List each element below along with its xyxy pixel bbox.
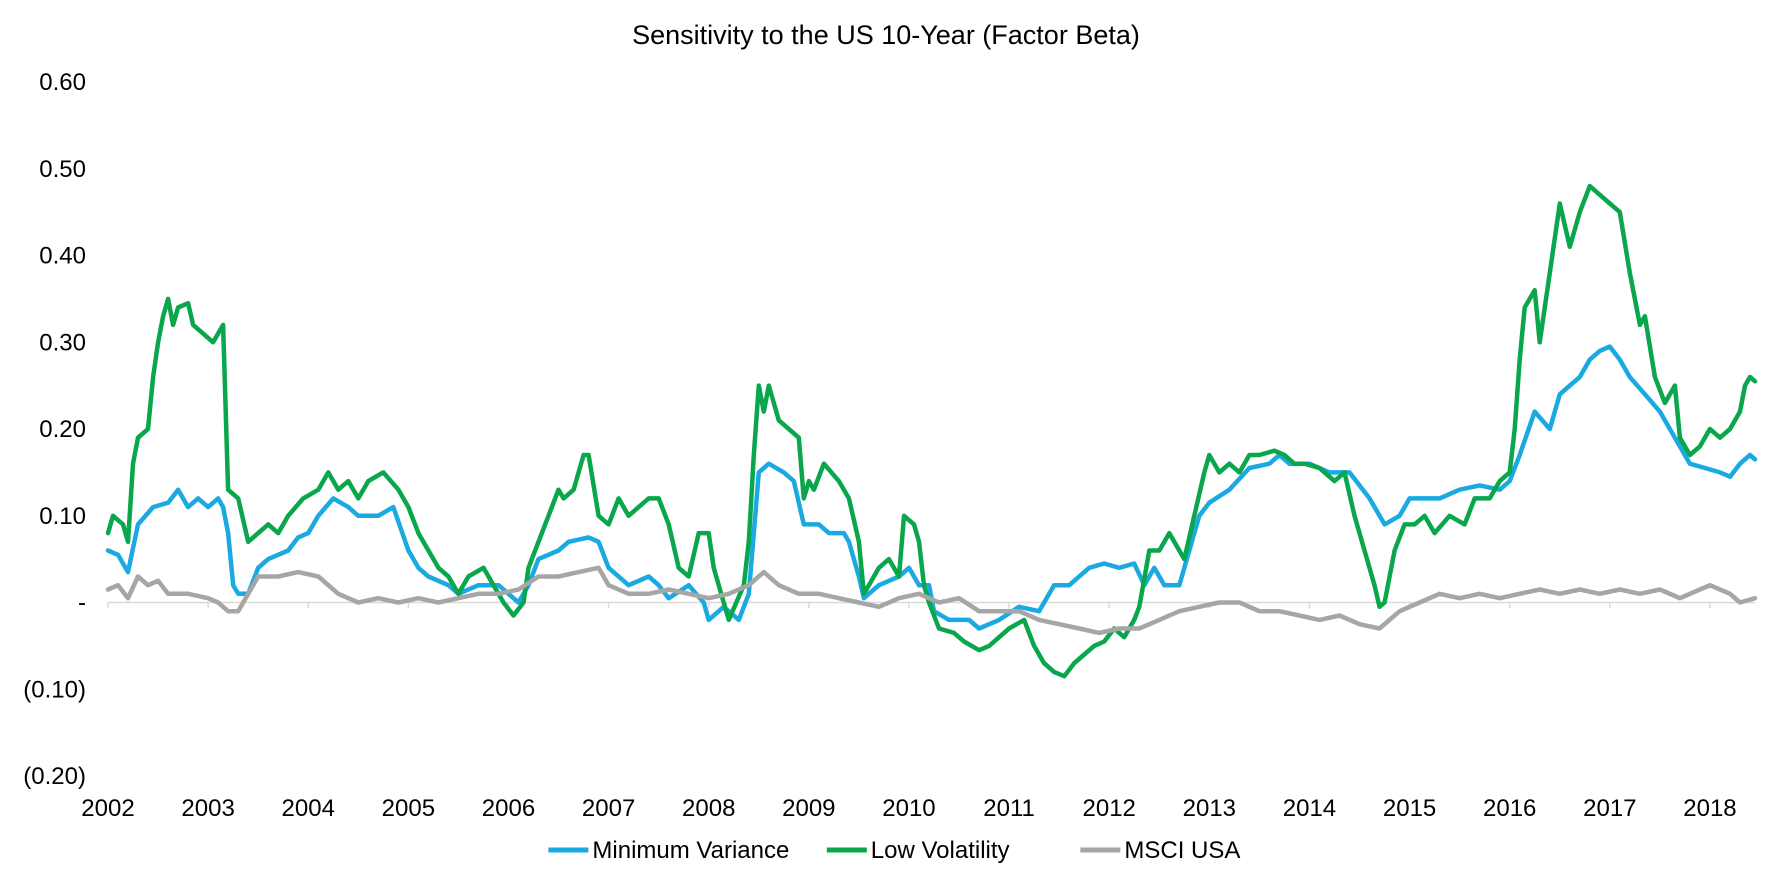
legend: Minimum Variance Low Volatility MSCI USA [548, 837, 1240, 864]
y-tick-label: 0.40 [39, 243, 86, 270]
x-tick-label: 2006 [482, 795, 535, 822]
y-axis-tick-labels: 0.60 0.50 0.40 0.30 0.20 0.10 - (0.10) (0.20) [23, 69, 86, 790]
x-axis: 2002 2003 2004 2005 2006 2007 2008 2009 2010 2011… [81, 601, 1755, 822]
x-tick-label: 2009 [782, 795, 835, 822]
y-tick-label: (0.20) [23, 763, 86, 790]
x-tick-label: 2011 [983, 795, 1035, 822]
x-tick-label: 2004 [282, 795, 335, 822]
legend-label-minimum-variance: Minimum Variance [592, 837, 789, 864]
x-tick-label: 2005 [382, 795, 435, 822]
series-lines [105, 183, 1758, 679]
legend-label-msci-usa: MSCI USA [1124, 837, 1240, 864]
y-tick-label: 0.30 [39, 329, 86, 356]
x-tick-label: 2016 [1483, 795, 1536, 822]
x-tick-label: 2007 [582, 795, 635, 822]
chart-title: Sensitivity to the US 10-Year (Factor Be… [632, 20, 1140, 50]
series-line-msci-usa [105, 565, 1758, 636]
y-tick-label: 0.20 [39, 416, 86, 443]
y-tick-label: (0.10) [23, 676, 86, 703]
x-tick-label: 2002 [81, 795, 134, 822]
x-tick-label: 2008 [682, 795, 735, 822]
legend-label-low-volatility: Low Volatility [871, 837, 1010, 864]
x-tick-label: 2003 [181, 795, 234, 822]
y-tick-label: 0.50 [39, 156, 86, 183]
y-tick-label: - [78, 590, 86, 617]
x-tick-label: 2018 [1683, 795, 1736, 822]
x-tick-label: 2017 [1583, 795, 1636, 822]
x-tick-label: 2015 [1383, 795, 1436, 822]
y-tick-label: 0.60 [39, 69, 86, 96]
x-tick-label: 2012 [1083, 795, 1136, 822]
x-tick-label: 2013 [1183, 795, 1236, 822]
series-line-minimum-variance [105, 344, 1758, 631]
x-tick-label: 2010 [882, 795, 935, 822]
series-line-low-volatility [105, 183, 1758, 679]
y-tick-label: 0.10 [39, 503, 86, 530]
x-tick-label: 2014 [1283, 795, 1336, 822]
